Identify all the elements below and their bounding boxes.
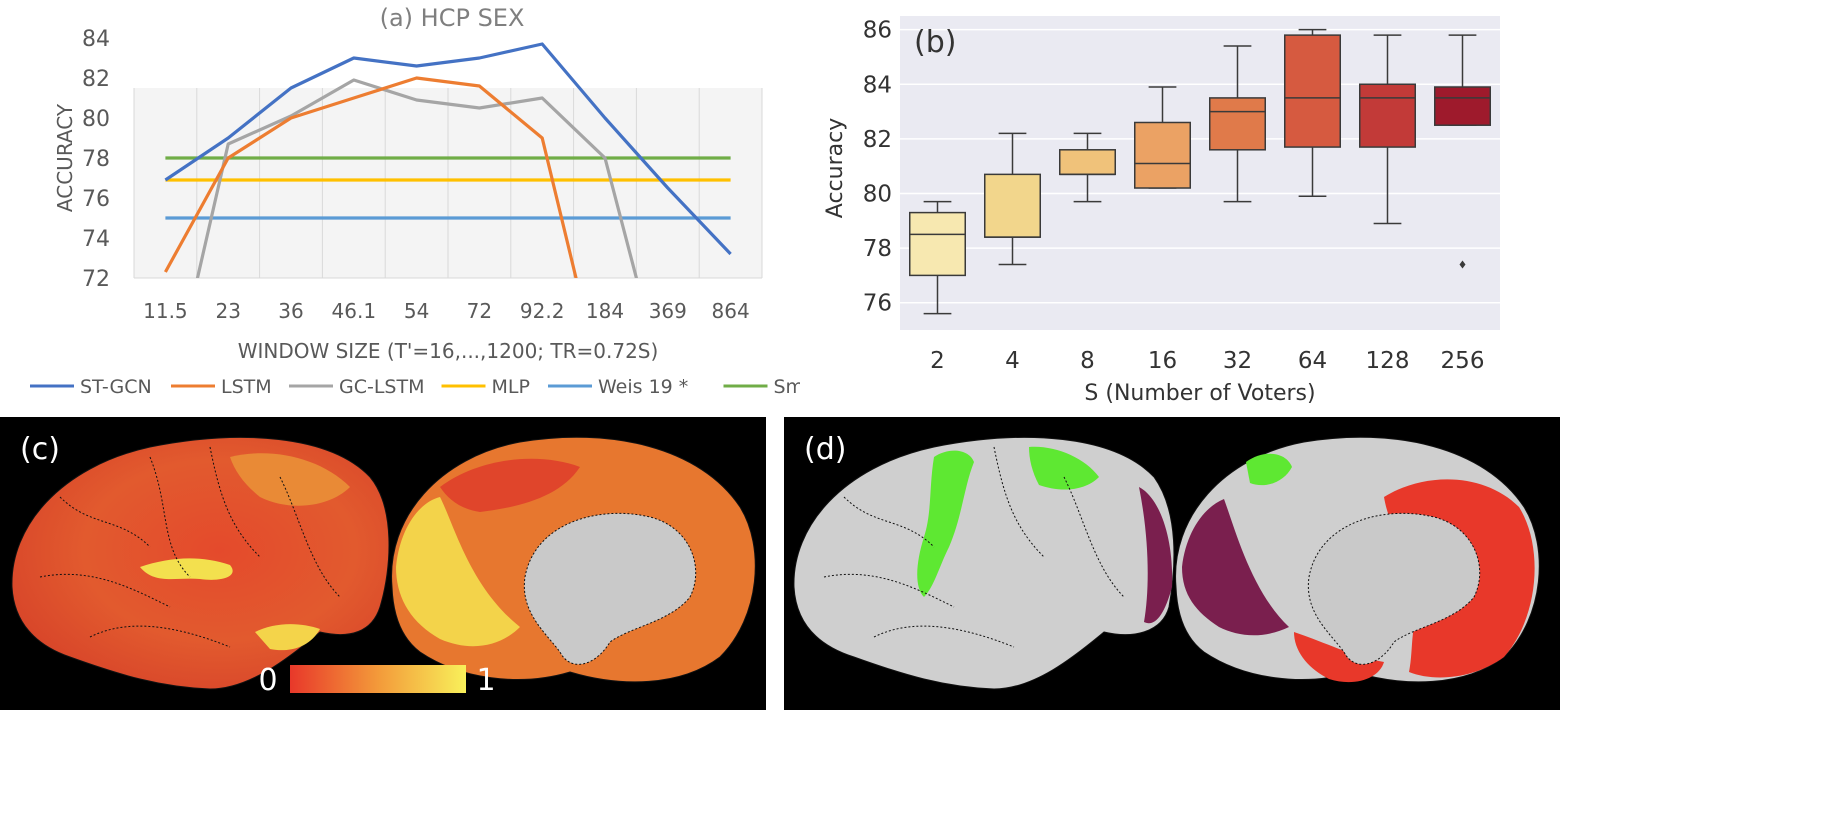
chart-b-xtick-label: 128 [1366,348,1410,374]
chart-a-ytick-label: 84 [82,27,110,52]
medial-red-region [440,458,580,512]
chart-a-xtick-label: 864 [712,299,750,323]
chart-a-ytick-label: 78 [82,147,110,172]
chart-a-xtick-label: 23 [215,299,240,323]
medial-purple-occipital [1182,499,1289,636]
chart-b-box [1434,86,1491,126]
chart-a-xtick-label: 92.2 [520,299,565,323]
chart-a-xtick-label: 36 [278,299,303,323]
chart-a-series-line [195,78,639,278]
chart-a-legend-label: LSTM [221,376,272,398]
chart-a-title: (a) HCP SEX [380,4,525,32]
lateral-temporal-yellow [255,624,320,651]
chart-a-xtick-label: 11.5 [143,299,188,323]
chart-b-xtick-label: 32 [1223,348,1252,374]
chart-b-ytick-label: 76 [863,291,892,317]
corpus-callosum-gray [1307,512,1481,665]
colorbar-min-label: 0 [258,663,277,698]
medial-red-temporal [1294,632,1384,683]
panel-c-brain-map: 0 1 (c) [0,417,766,710]
chart-a-ytick-label: 72 [82,267,110,292]
chart-a-xtick-label: 184 [586,299,624,323]
chart-a-line-chart: (a) HCP SEX ACCURACY WINDOW SIZE (T'=16,… [30,4,801,398]
chart-a-ytick-label: 80 [82,107,110,132]
chart-b-xtick-label: 16 [1148,348,1177,374]
chart-a-xtick-label: 369 [649,299,687,323]
chart-b-xlabel: S (Number of Voters) [1084,381,1315,406]
colorbar-max-label: 1 [476,663,495,698]
chart-b-ytick-label: 78 [863,236,892,262]
chart-b-box-plot: (b) Accuracy S (Number of Voters) 76 78 80… [823,16,1500,406]
chart-b-xtick-label: 64 [1298,348,1327,374]
chart-a-xtick-label: 46.1 [332,299,377,323]
panel-d-label: (d) [804,432,846,467]
lateral-purple-region [1139,487,1173,624]
chart-b-box [1209,97,1266,151]
lateral-green-region-2 [1029,446,1099,490]
chart-a-ytick-label: 74 [82,227,110,252]
chart-a-legend-label: ST-GCN [80,376,152,398]
chart-b-box [984,173,1041,238]
medial-yellow-occipital [396,497,520,647]
chart-b-ytick-label: 80 [863,181,892,207]
chart-a-ylabel: ACCURACY [53,103,77,212]
chart-b-plot-area [900,16,1500,330]
chart-b-xtick-label: 4 [1005,348,1020,374]
colorbar [290,665,466,693]
chart-a-legend-label: MLP [492,376,530,398]
chart-a-series-line [164,42,732,256]
chart-a-ytick-label: 76 [82,187,110,212]
chart-b-box [1359,83,1416,148]
lateral-yellow-region [140,558,233,580]
chart-b-box [1134,121,1191,189]
chart-b-panel-label: (b) [914,25,956,60]
chart-a-xtick-label: 54 [404,299,429,323]
chart-b-xtick-label: 256 [1441,348,1485,374]
chart-a-series-line [163,76,578,278]
lateral-green-region [917,450,974,597]
chart-a-legend-label: Weis 19 * [598,376,688,398]
chart-b-ylabel: Accuracy [823,118,848,218]
panel-d-brain-map: (d) [784,417,1560,710]
chart-a-xtick-label: 72 [467,299,492,323]
chart-a-legend-label: Smith 13 * [774,376,801,398]
chart-b-xtick-label: 2 [930,348,945,374]
chart-b-box [1284,34,1341,148]
chart-a-xlabel: WINDOW SIZE (T'=16,...,1200; TR=0.72S) [238,339,659,363]
medial-green-region [1246,453,1292,486]
panel-c-label: (c) [20,432,60,467]
chart-b-box [909,211,966,277]
chart-b-ytick-label: 82 [863,127,892,153]
chart-b-outlier [1459,260,1466,269]
lateral-hemisphere-gray [793,437,1175,690]
chart-b-ytick-label: 84 [863,72,892,98]
chart-a-ytick-label: 82 [82,67,110,92]
lateral-orange-region [230,453,350,506]
chart-b-box [1059,149,1116,176]
chart-b-ytick-label: 86 [863,18,892,44]
chart-a-legend-label: GC-LSTM [339,376,425,398]
chart-b-xtick-label: 8 [1080,348,1095,374]
corpus-callosum-gray [523,512,697,665]
